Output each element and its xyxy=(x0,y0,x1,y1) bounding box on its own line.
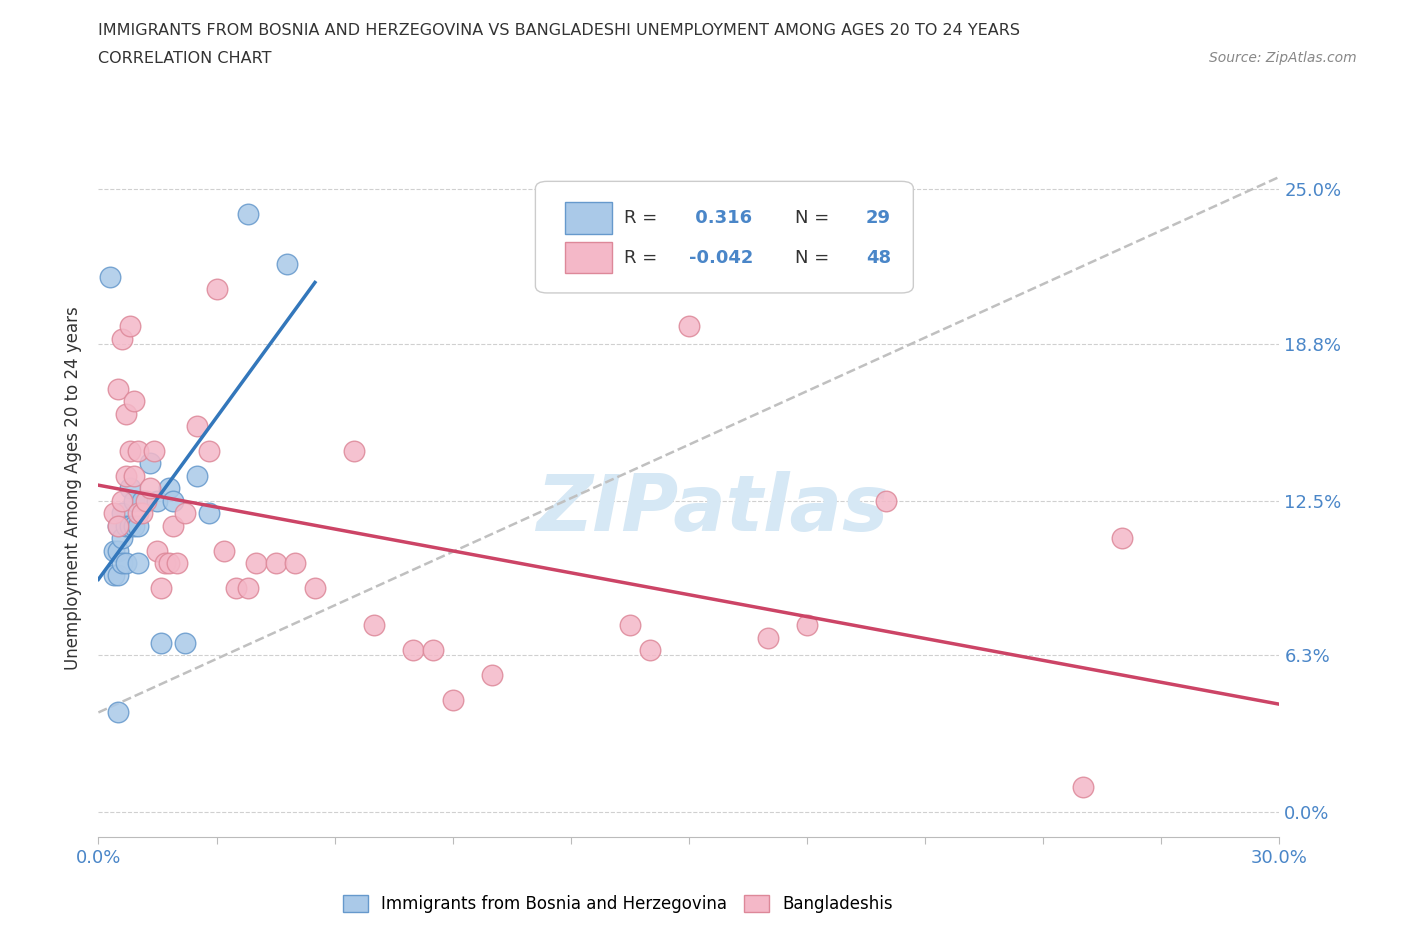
Point xyxy=(162,493,184,508)
Point xyxy=(127,555,149,570)
Point xyxy=(135,493,157,508)
Point xyxy=(166,555,188,570)
Point xyxy=(122,518,145,533)
Text: N =: N = xyxy=(796,249,835,267)
Point xyxy=(107,381,129,396)
Point xyxy=(150,580,173,595)
Point xyxy=(276,257,298,272)
Point xyxy=(155,555,177,570)
Point xyxy=(107,705,129,720)
Point xyxy=(103,506,125,521)
Point xyxy=(131,506,153,521)
Point xyxy=(197,444,219,458)
Point xyxy=(146,543,169,558)
Point xyxy=(422,643,444,658)
Text: -0.042: -0.042 xyxy=(689,249,754,267)
Point xyxy=(236,580,259,595)
Text: IMMIGRANTS FROM BOSNIA AND HERZEGOVINA VS BANGLADESHI UNEMPLOYMENT AMONG AGES 20: IMMIGRANTS FROM BOSNIA AND HERZEGOVINA V… xyxy=(98,23,1021,38)
Text: 29: 29 xyxy=(866,208,891,227)
Point xyxy=(186,469,208,484)
Text: ZIPatlas: ZIPatlas xyxy=(537,472,889,547)
Point xyxy=(115,469,138,484)
Point xyxy=(236,206,259,221)
Point xyxy=(111,506,134,521)
Point xyxy=(111,493,134,508)
Point xyxy=(481,668,503,683)
Point xyxy=(142,444,165,458)
Point xyxy=(138,456,160,471)
Point xyxy=(875,493,897,508)
Point xyxy=(127,518,149,533)
Point xyxy=(150,635,173,650)
Point xyxy=(127,506,149,521)
Point xyxy=(146,493,169,508)
Point xyxy=(98,269,121,284)
Point xyxy=(103,568,125,583)
Point xyxy=(115,555,138,570)
Point xyxy=(205,282,228,297)
Text: CORRELATION CHART: CORRELATION CHART xyxy=(98,51,271,66)
Point xyxy=(111,531,134,546)
Point xyxy=(174,506,197,521)
FancyBboxPatch shape xyxy=(536,181,914,293)
Point xyxy=(118,444,141,458)
Point xyxy=(245,555,267,570)
Text: Source: ZipAtlas.com: Source: ZipAtlas.com xyxy=(1209,51,1357,65)
Point xyxy=(284,555,307,570)
Text: N =: N = xyxy=(796,208,835,227)
Point xyxy=(619,618,641,632)
Point xyxy=(127,444,149,458)
Point xyxy=(122,393,145,408)
Point xyxy=(131,493,153,508)
FancyBboxPatch shape xyxy=(565,242,612,273)
Text: R =: R = xyxy=(624,249,664,267)
Point xyxy=(638,643,661,658)
Text: 48: 48 xyxy=(866,249,891,267)
Point xyxy=(756,631,779,645)
Point xyxy=(157,481,180,496)
Point xyxy=(107,518,129,533)
Point xyxy=(118,319,141,334)
Point xyxy=(1111,531,1133,546)
Point xyxy=(1071,779,1094,794)
Point xyxy=(796,618,818,632)
Point xyxy=(441,693,464,708)
Point xyxy=(122,493,145,508)
Point xyxy=(186,418,208,433)
Point xyxy=(363,618,385,632)
Text: R =: R = xyxy=(624,208,664,227)
Point xyxy=(138,481,160,496)
Point xyxy=(174,635,197,650)
Point xyxy=(343,444,366,458)
Point xyxy=(107,518,129,533)
Point xyxy=(103,543,125,558)
Point xyxy=(304,580,326,595)
Point xyxy=(214,543,236,558)
Point xyxy=(402,643,425,658)
Point xyxy=(157,555,180,570)
Point xyxy=(111,555,134,570)
Point xyxy=(678,319,700,334)
Point xyxy=(107,543,129,558)
Point xyxy=(225,580,247,595)
Point xyxy=(115,518,138,533)
Point xyxy=(115,406,138,421)
Text: 0.316: 0.316 xyxy=(689,208,752,227)
FancyBboxPatch shape xyxy=(565,203,612,233)
Point xyxy=(197,506,219,521)
Point xyxy=(111,331,134,346)
Y-axis label: Unemployment Among Ages 20 to 24 years: Unemployment Among Ages 20 to 24 years xyxy=(65,306,83,671)
Point xyxy=(118,518,141,533)
Point xyxy=(264,555,287,570)
Point xyxy=(118,481,141,496)
Point xyxy=(107,568,129,583)
Legend: Immigrants from Bosnia and Herzegovina, Bangladeshis: Immigrants from Bosnia and Herzegovina, … xyxy=(336,888,900,920)
Point xyxy=(162,518,184,533)
Point xyxy=(122,469,145,484)
